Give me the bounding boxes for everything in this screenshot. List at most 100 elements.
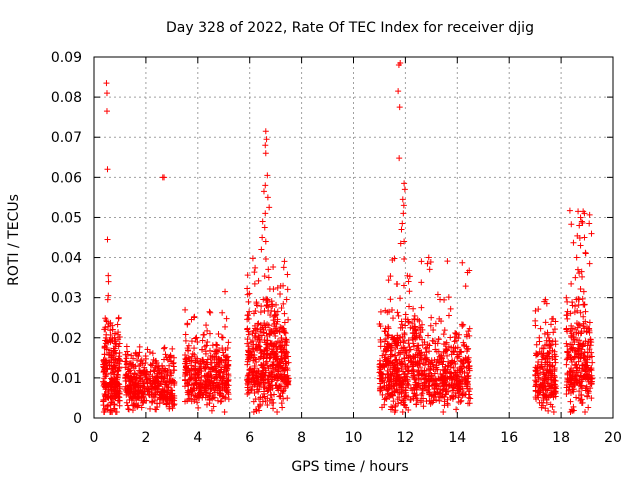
data-point <box>580 320 587 327</box>
data-point <box>252 264 259 271</box>
data-point <box>378 370 385 377</box>
data-point <box>270 405 277 412</box>
data-point <box>395 312 402 319</box>
data-point <box>392 345 399 352</box>
data-point <box>443 347 450 354</box>
data-point <box>405 393 412 400</box>
data-point <box>440 331 447 338</box>
data-point <box>400 202 407 209</box>
data-point <box>252 330 259 337</box>
data-point <box>532 388 539 395</box>
data-point <box>585 390 592 397</box>
data-point <box>565 387 572 394</box>
data-point <box>575 341 582 348</box>
data-point <box>391 255 398 262</box>
data-point <box>205 385 212 392</box>
data-point <box>260 188 267 195</box>
data-point <box>393 356 400 363</box>
data-point <box>261 224 268 231</box>
data-point <box>396 394 403 401</box>
data-point <box>417 324 424 331</box>
data-point <box>223 315 230 322</box>
data-point <box>125 374 132 381</box>
data-point <box>274 284 281 291</box>
data-point <box>194 399 201 406</box>
data-point <box>281 310 288 317</box>
data-point <box>433 385 440 392</box>
data-point <box>142 373 149 380</box>
data-point <box>377 366 384 373</box>
data-point <box>109 408 116 415</box>
data-point <box>138 404 145 411</box>
data-point <box>588 395 595 402</box>
data-point <box>215 347 222 354</box>
data-point <box>245 328 252 335</box>
data-point <box>571 382 578 389</box>
data-point <box>127 382 134 389</box>
data-point <box>264 402 271 409</box>
data-point <box>446 373 453 380</box>
data-point <box>285 316 292 323</box>
data-point <box>245 343 252 350</box>
data-point <box>170 402 177 409</box>
data-point <box>457 357 464 364</box>
data-point <box>564 308 571 315</box>
grid <box>94 57 613 418</box>
data-point <box>279 348 286 355</box>
data-point <box>437 352 444 359</box>
data-point <box>405 367 412 374</box>
data-point <box>207 364 214 371</box>
data-point <box>204 339 211 346</box>
data-point <box>537 325 544 332</box>
data-point <box>193 334 200 341</box>
data-point <box>568 341 575 348</box>
data-point <box>277 343 284 350</box>
data-point <box>582 408 589 415</box>
data-point <box>281 258 288 265</box>
data-point <box>536 348 543 355</box>
data-point <box>245 348 252 355</box>
data-point <box>272 356 279 363</box>
data-point <box>404 378 411 385</box>
data-point <box>572 274 579 281</box>
data-point <box>245 315 252 322</box>
data-point <box>391 335 398 342</box>
data-point <box>107 331 114 338</box>
data-point <box>546 362 553 369</box>
data-point <box>402 377 409 384</box>
data-point <box>244 377 251 384</box>
data-point <box>149 398 156 405</box>
data-point <box>266 204 273 211</box>
data-point <box>397 240 404 247</box>
data-point <box>538 356 545 363</box>
data-point <box>574 365 581 372</box>
data-point <box>101 351 108 358</box>
data-point <box>126 396 133 403</box>
data-point <box>225 357 232 364</box>
data-point <box>262 150 269 157</box>
data-point <box>549 355 556 362</box>
data-point <box>105 278 112 285</box>
data-point <box>406 303 413 310</box>
data-point <box>400 399 407 406</box>
data-point <box>188 338 195 345</box>
data-point <box>109 326 116 333</box>
data-point <box>115 329 122 336</box>
data-point <box>280 360 287 367</box>
data-point <box>284 286 291 293</box>
data-point <box>105 323 112 330</box>
data-point <box>268 329 275 336</box>
data-point <box>401 355 408 362</box>
data-point <box>450 393 457 400</box>
data-point <box>278 305 285 312</box>
data-point <box>274 373 281 380</box>
data-point <box>191 313 198 320</box>
data-point <box>458 397 465 404</box>
data-point <box>456 384 463 391</box>
data-point <box>547 392 554 399</box>
data-point <box>114 379 121 386</box>
data-point <box>251 352 258 359</box>
data-point <box>217 398 224 405</box>
data-point <box>282 385 289 392</box>
